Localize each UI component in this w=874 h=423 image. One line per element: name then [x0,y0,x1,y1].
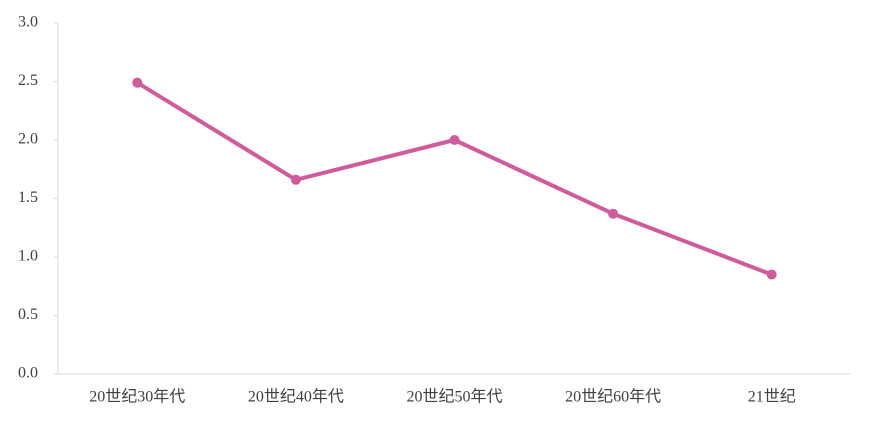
x-tick-label: 20世纪40年代 [248,388,344,406]
x-tick-label: 21世纪 [748,388,796,406]
y-tick-label: 0.0 [18,365,38,382]
point [449,135,460,145]
x-tick-label: 20世纪50年代 [406,388,502,406]
line [136,80,773,277]
point [132,77,143,88]
point [766,269,777,280]
y-tick-label: 0.5 [18,306,38,323]
y-tick-label: 2.5 [18,72,38,89]
y-tick-label: 3.0 [18,14,38,31]
point [608,208,619,219]
y-tick-label: 1.0 [18,248,38,265]
y-tick-label: 1.5 [18,189,38,206]
x-tick-label: 20世纪60年代 [565,388,661,406]
x-tick-label: 20世纪30年代 [89,388,185,406]
point [290,174,301,185]
y-tick-label: 2.0 [18,131,38,148]
